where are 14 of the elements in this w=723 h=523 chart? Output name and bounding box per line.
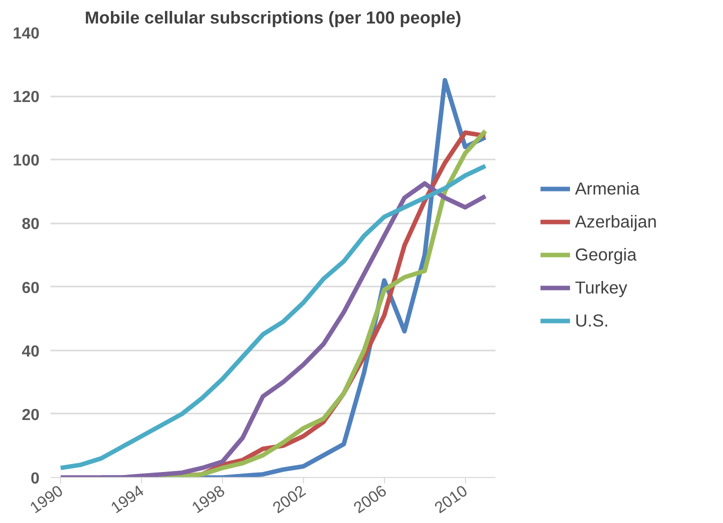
legend-label: Turkey bbox=[575, 277, 628, 298]
legend-label: Georgia bbox=[575, 244, 637, 265]
y-tick-label: 80 bbox=[22, 216, 40, 234]
x-tick-label: 1998 bbox=[189, 482, 228, 518]
legend-label: Azerbaijan bbox=[575, 211, 657, 232]
y-tick-label: 140 bbox=[12, 26, 40, 42]
legend-label: U.S. bbox=[575, 310, 609, 331]
y-tick-label: 40 bbox=[22, 343, 40, 360]
y-tick-label: 100 bbox=[12, 152, 40, 170]
legend-label: Armenia bbox=[575, 178, 640, 199]
chart-title: Mobile cellular subscriptions (per 100 people) bbox=[84, 8, 462, 28]
y-tick-label: 60 bbox=[22, 280, 40, 297]
y-tick-label: 120 bbox=[12, 89, 40, 106]
y-tick-label: 20 bbox=[22, 406, 40, 424]
